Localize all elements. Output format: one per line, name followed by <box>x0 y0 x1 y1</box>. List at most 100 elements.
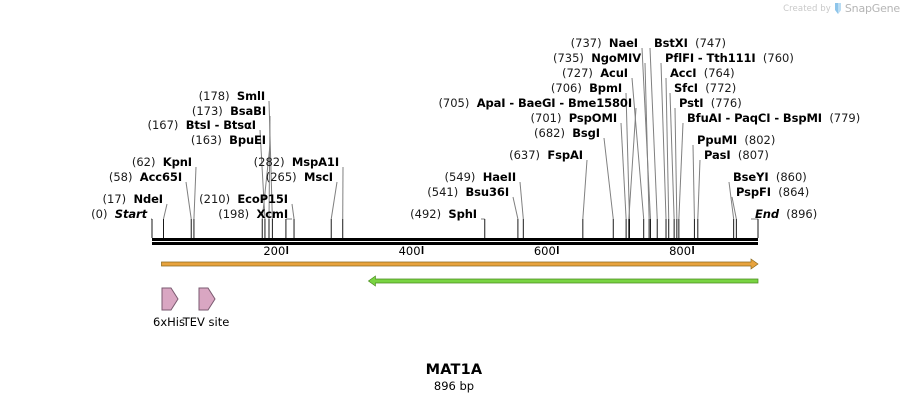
enzyme-label[interactable]: (198) XcmI <box>218 208 288 220</box>
enzyme-label[interactable]: End (896) <box>755 208 817 220</box>
enzyme-name: BtsI - BtsαI <box>185 118 256 132</box>
snapgene-watermark: Created by SnapGene <box>783 2 900 15</box>
enzyme-name: PstI <box>679 96 704 110</box>
enzyme-label[interactable]: BfuAI - PaqCI - BspMI (779) <box>687 112 860 124</box>
enzyme-name: SphI <box>448 207 477 221</box>
enzyme-name: EcoP15I <box>237 192 288 206</box>
enzyme-name: MspA1I <box>291 155 339 169</box>
enzyme-label[interactable]: (58) Acc65I <box>109 171 182 183</box>
enzyme-name: PspOMI <box>568 111 617 125</box>
enzyme-label[interactable]: BseYI (860) <box>733 171 807 183</box>
enzyme-name: BsaBI <box>230 104 266 118</box>
enzyme-name: Acc65I <box>139 170 182 184</box>
snapgene-logo-icon <box>834 2 841 14</box>
enzyme-position: (62) <box>131 155 156 169</box>
enzyme-name: BstXI <box>654 36 688 50</box>
enzyme-label[interactable]: SfcI (772) <box>674 82 736 94</box>
enzyme-name: BpmI <box>589 81 622 95</box>
enzyme-position: (701) <box>530 111 562 125</box>
enzyme-position: (727) <box>561 66 593 80</box>
enzyme-label[interactable]: (706) BpmI <box>551 82 622 94</box>
enzyme-name: MscI <box>304 170 333 184</box>
enzyme-name: ApaI - BaeGI - Bme1580I <box>476 96 632 110</box>
enzyme-position: (682) <box>534 126 565 140</box>
enzyme-position: (541) <box>427 185 459 199</box>
enzyme-name: Bsu36I <box>465 185 510 199</box>
enzyme-label[interactable]: (210) EcoP15I <box>199 193 288 205</box>
enzyme-label[interactable]: PpuMI (802) <box>697 134 775 146</box>
enzyme-position: (747) <box>695 36 727 50</box>
enzyme-label[interactable]: (727) AcuI <box>562 67 628 79</box>
enzyme-name: PasI <box>704 148 731 162</box>
feature-arrow-tev-site[interactable] <box>198 287 216 311</box>
ruler-tick-label: 800 <box>669 244 692 258</box>
enzyme-label[interactable]: (17) NdeI <box>102 192 164 206</box>
enzyme-name: FspAI <box>547 148 583 162</box>
enzyme-position: (896) <box>786 207 818 221</box>
enzyme-label[interactable]: (62) KpnI <box>132 156 192 168</box>
enzyme-label[interactable]: (701) PspOMI <box>530 111 618 125</box>
enzyme-label[interactable]: (178) SmlI <box>199 90 265 102</box>
enzyme-position: (17) <box>102 192 127 206</box>
orf-forward <box>161 258 759 270</box>
feature-arrow-6xhis[interactable] <box>161 287 179 311</box>
enzyme-position: (282) <box>253 155 285 169</box>
enzyme-position: (764) <box>703 66 735 80</box>
feature-label: TEV site <box>182 315 230 329</box>
enzyme-position: (705) <box>438 96 470 110</box>
enzyme-name: NaeI <box>608 36 638 50</box>
enzyme-position: (58) <box>108 170 133 184</box>
enzyme-label[interactable]: PstI (776) <box>679 97 742 109</box>
enzyme-label[interactable]: PasI (807) <box>704 149 769 161</box>
enzyme-position: (779) <box>829 111 861 125</box>
enzyme-label[interactable]: AccI (764) <box>670 67 735 79</box>
enzyme-name: SmlI <box>236 89 265 103</box>
enzyme-label[interactable]: (163) BpuEI <box>191 134 266 146</box>
enzyme-name: SfcI <box>674 81 698 95</box>
enzyme-name: XcmI <box>256 207 288 221</box>
enzyme-label[interactable]: (282) MspA1I <box>254 156 339 168</box>
enzyme-position: (706) <box>550 81 582 95</box>
enzyme-name: PflFI - Tth111I <box>665 51 756 65</box>
enzyme-position: (210) <box>199 192 231 206</box>
enzyme-name: NgoMIV <box>591 51 641 65</box>
enzyme-label[interactable]: (173) BsaBI <box>192 105 266 117</box>
enzyme-position: (167) <box>147 118 179 132</box>
enzyme-position: (860) <box>775 170 807 184</box>
feature-label: 6xHis <box>153 315 185 329</box>
enzyme-position: (807) <box>737 148 769 162</box>
enzyme-position: (776) <box>710 96 742 110</box>
enzyme-position: (802) <box>744 133 776 147</box>
enzyme-position: (549) <box>444 170 476 184</box>
enzyme-position: (178) <box>198 89 230 103</box>
enzyme-label[interactable]: (167) BtsI - BtsαI <box>147 119 256 131</box>
enzyme-label[interactable]: (541) Bsu36I <box>427 186 509 198</box>
enzyme-name: PspFI <box>736 185 771 199</box>
enzyme-label[interactable]: (682) BsgI <box>534 127 600 139</box>
enzyme-position: (737) <box>570 36 602 50</box>
enzyme-position: (637) <box>509 148 541 162</box>
enzyme-position: (864) <box>778 185 810 199</box>
enzyme-label[interactable]: PspFI (864) <box>736 186 809 198</box>
enzyme-label[interactable]: BstXI (747) <box>654 37 726 49</box>
enzyme-position: (198) <box>218 207 250 221</box>
enzyme-position: (265) <box>265 170 297 184</box>
enzyme-label[interactable]: (705) ApaI - BaeGI - Bme1580I <box>438 97 632 109</box>
enzyme-position: (163) <box>190 133 222 147</box>
enzyme-label[interactable]: (549) HaeII <box>445 171 517 183</box>
enzyme-label[interactable]: (265) MscI <box>266 171 333 183</box>
enzyme-label[interactable]: (737) NaeI <box>571 37 638 49</box>
enzyme-position: (760) <box>762 51 794 65</box>
enzyme-name: Start <box>114 207 147 221</box>
enzyme-name: AcuI <box>600 66 628 80</box>
enzyme-label[interactable]: (0) Start <box>91 208 147 220</box>
watermark-prefix: Created by <box>783 3 831 14</box>
enzyme-label[interactable]: (735) NgoMIV <box>553 52 641 64</box>
ruler-tick-label: 400 <box>398 244 421 258</box>
enzyme-label[interactable]: PflFI - Tth111I (760) <box>665 52 794 64</box>
enzyme-label[interactable]: (492) SphI <box>410 208 477 220</box>
enzyme-name: End <box>755 207 779 221</box>
enzyme-name: KpnI <box>162 155 192 169</box>
enzyme-label[interactable]: (637) FspAI <box>509 149 583 161</box>
